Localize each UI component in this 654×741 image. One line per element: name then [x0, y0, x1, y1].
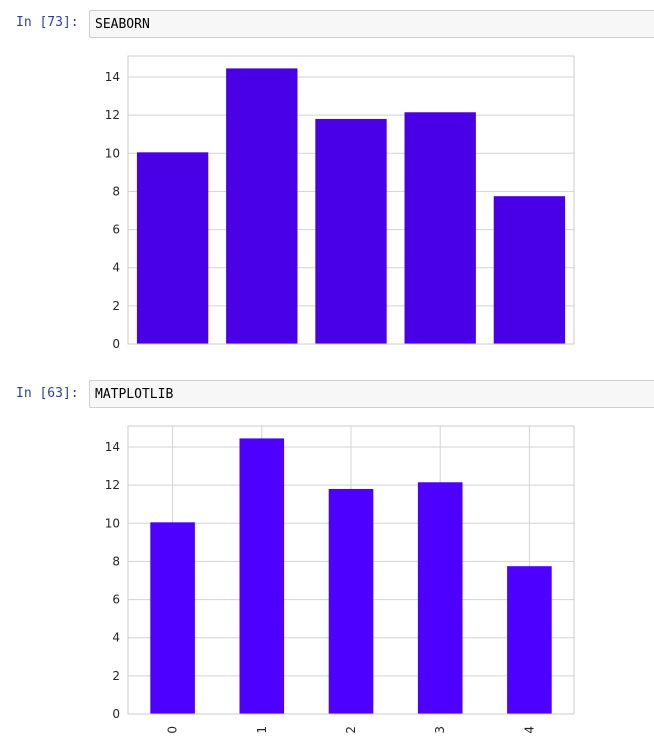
bar-2 [315, 118, 387, 344]
x-tick-label: 2 [344, 726, 358, 734]
x-tick-label: 3 [433, 726, 447, 734]
bar-1 [226, 68, 298, 345]
y-tick-label: 2 [112, 299, 120, 313]
bar-0 [150, 522, 195, 714]
y-tick-label: 10 [105, 146, 120, 160]
y-tick-label: 14 [105, 70, 120, 84]
bar-1 [239, 438, 285, 714]
bar-3 [404, 112, 476, 345]
y-tick-label: 4 [112, 631, 120, 645]
plot-frame [127, 425, 575, 715]
bar-4 [507, 566, 552, 714]
x-tick-label: 1 [255, 726, 269, 734]
y-tick-label: 0 [112, 707, 120, 721]
y-tick-label: 10 [105, 516, 120, 530]
y-tick-label: 2 [112, 669, 120, 683]
x-tick-label: 4 [522, 726, 536, 734]
x-tick-label: 0 [166, 726, 180, 734]
plot-frame [127, 55, 575, 345]
bar-2 [328, 488, 374, 714]
y-tick-label: 8 [112, 554, 120, 568]
y-tick-label: 12 [105, 478, 120, 492]
cell-prompt: In [63]: [16, 386, 79, 401]
code-input[interactable]: SEABORN [89, 10, 654, 38]
y-tick-label: 6 [112, 593, 120, 607]
bar-0 [136, 152, 209, 344]
y-tick-label: 14 [105, 440, 120, 454]
y-tick-label: 12 [105, 108, 120, 122]
code-input[interactable]: MATPLOTLIB [89, 380, 654, 408]
y-tick-label: 8 [112, 184, 120, 198]
y-tick-label: 4 [112, 261, 120, 275]
y-tick-label: 6 [112, 223, 120, 237]
bar-4 [493, 196, 566, 344]
y-tick-label: 0 [112, 337, 120, 351]
seaborn-bar-chart: 0 2 4 6 8 10 12 14 [105, 55, 575, 351]
cell-prompt: In [73]: [16, 15, 79, 30]
bar-3 [417, 482, 463, 714]
